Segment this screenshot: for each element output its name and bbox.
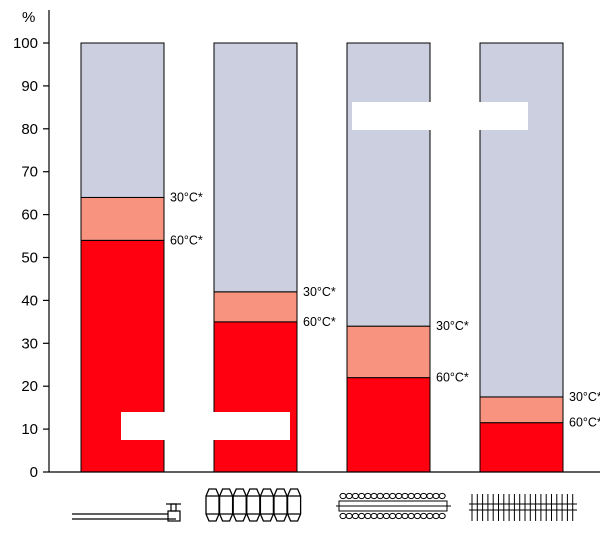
fin-tube-heater-icon (469, 494, 577, 521)
y-tick-label: 30 (21, 335, 38, 352)
masking-boxes (121, 102, 528, 440)
y-axis: % (22, 9, 600, 473)
cast-iron-radiator-icon (205, 488, 302, 522)
y-tick-label: 50 (21, 250, 38, 267)
bar-segment-salmon (213, 291, 298, 323)
y-tick-label: 80 (21, 121, 38, 138)
bar-segment-salmon (80, 196, 165, 241)
y-unit-label: % (22, 9, 35, 26)
bar-segment-grey (80, 42, 165, 198)
temperature-annotations: 30°C* 60°C* 30°C* 60°C* 30°C* 60°C* 30°C* 60°C* (170, 190, 600, 429)
bar-segment-red (213, 321, 298, 473)
temperature-label: 60°C* (303, 315, 336, 329)
y-tick-label: 20 (21, 378, 38, 395)
bar-segment-red (346, 377, 431, 473)
temperature-label: 30°C* (170, 190, 203, 204)
temperature-label: 60°C* (170, 233, 203, 247)
temperature-label: 60°C* (569, 416, 600, 430)
bar-segment-grey (213, 42, 298, 293)
y-tick-label: 10 (21, 421, 38, 438)
floor-heating-pipe-icon (72, 503, 181, 522)
bars-layer (80, 42, 564, 473)
temperature-label: 60°C* (436, 371, 469, 385)
y-tick-label: 0 (30, 464, 38, 481)
bar-segment-red (479, 422, 564, 473)
y-tick-label: 70 (21, 164, 38, 181)
temperature-label: 30°C* (436, 319, 469, 333)
y-tick-label: 90 (21, 78, 38, 95)
bar-segment-grey (479, 42, 564, 398)
temperature-label: 30°C* (303, 285, 336, 299)
y-tick-label: 60 (21, 207, 38, 224)
y-tick-label: 40 (21, 292, 38, 309)
bar-segment-salmon (346, 325, 431, 379)
temperature-label: 30°C* (569, 390, 600, 404)
mask-box (352, 102, 528, 130)
finned-convector-icon (336, 492, 451, 520)
bar-segment-grey (346, 42, 431, 327)
y-tick-labels: 0 10 20 30 40 50 60 70 80 90 100 (13, 35, 49, 481)
y-tick-label: 100 (13, 35, 38, 52)
bar-segment-salmon (479, 396, 564, 424)
mask-box (121, 412, 290, 440)
